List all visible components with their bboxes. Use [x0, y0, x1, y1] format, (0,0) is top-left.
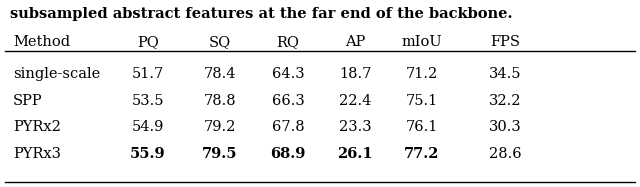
- Text: mIoU: mIoU: [402, 35, 442, 49]
- Text: 68.9: 68.9: [270, 146, 306, 160]
- Text: 30.3: 30.3: [488, 120, 522, 134]
- Text: subsampled abstract features at the far end of the backbone.: subsampled abstract features at the far …: [10, 7, 513, 21]
- Text: 78.8: 78.8: [204, 94, 236, 108]
- Text: 51.7: 51.7: [132, 67, 164, 81]
- Text: 75.1: 75.1: [406, 94, 438, 108]
- Text: 32.2: 32.2: [489, 94, 521, 108]
- Text: 66.3: 66.3: [271, 94, 305, 108]
- Text: Method: Method: [13, 35, 70, 49]
- Text: 22.4: 22.4: [339, 94, 371, 108]
- Text: 18.7: 18.7: [339, 67, 371, 81]
- Text: PYRx3: PYRx3: [13, 146, 61, 160]
- Text: SQ: SQ: [209, 35, 231, 49]
- Text: 77.2: 77.2: [404, 146, 440, 160]
- Text: 79.5: 79.5: [202, 146, 237, 160]
- Text: 34.5: 34.5: [489, 67, 521, 81]
- Text: 55.9: 55.9: [130, 146, 166, 160]
- Text: 26.1: 26.1: [337, 146, 373, 160]
- Text: 78.4: 78.4: [204, 67, 236, 81]
- Text: PYRx2: PYRx2: [13, 120, 61, 134]
- Text: 67.8: 67.8: [272, 120, 304, 134]
- Text: AP: AP: [345, 35, 365, 49]
- Text: 79.2: 79.2: [204, 120, 236, 134]
- Text: 28.6: 28.6: [489, 146, 522, 160]
- Text: 71.2: 71.2: [406, 67, 438, 81]
- Text: PQ: PQ: [137, 35, 159, 49]
- Text: 76.1: 76.1: [406, 120, 438, 134]
- Text: FPS: FPS: [490, 35, 520, 49]
- Text: 64.3: 64.3: [272, 67, 304, 81]
- Text: 54.9: 54.9: [132, 120, 164, 134]
- Text: RQ: RQ: [276, 35, 300, 49]
- Text: SPP: SPP: [13, 94, 43, 108]
- Text: 53.5: 53.5: [132, 94, 164, 108]
- Text: single-scale: single-scale: [13, 67, 100, 81]
- Text: 23.3: 23.3: [339, 120, 371, 134]
